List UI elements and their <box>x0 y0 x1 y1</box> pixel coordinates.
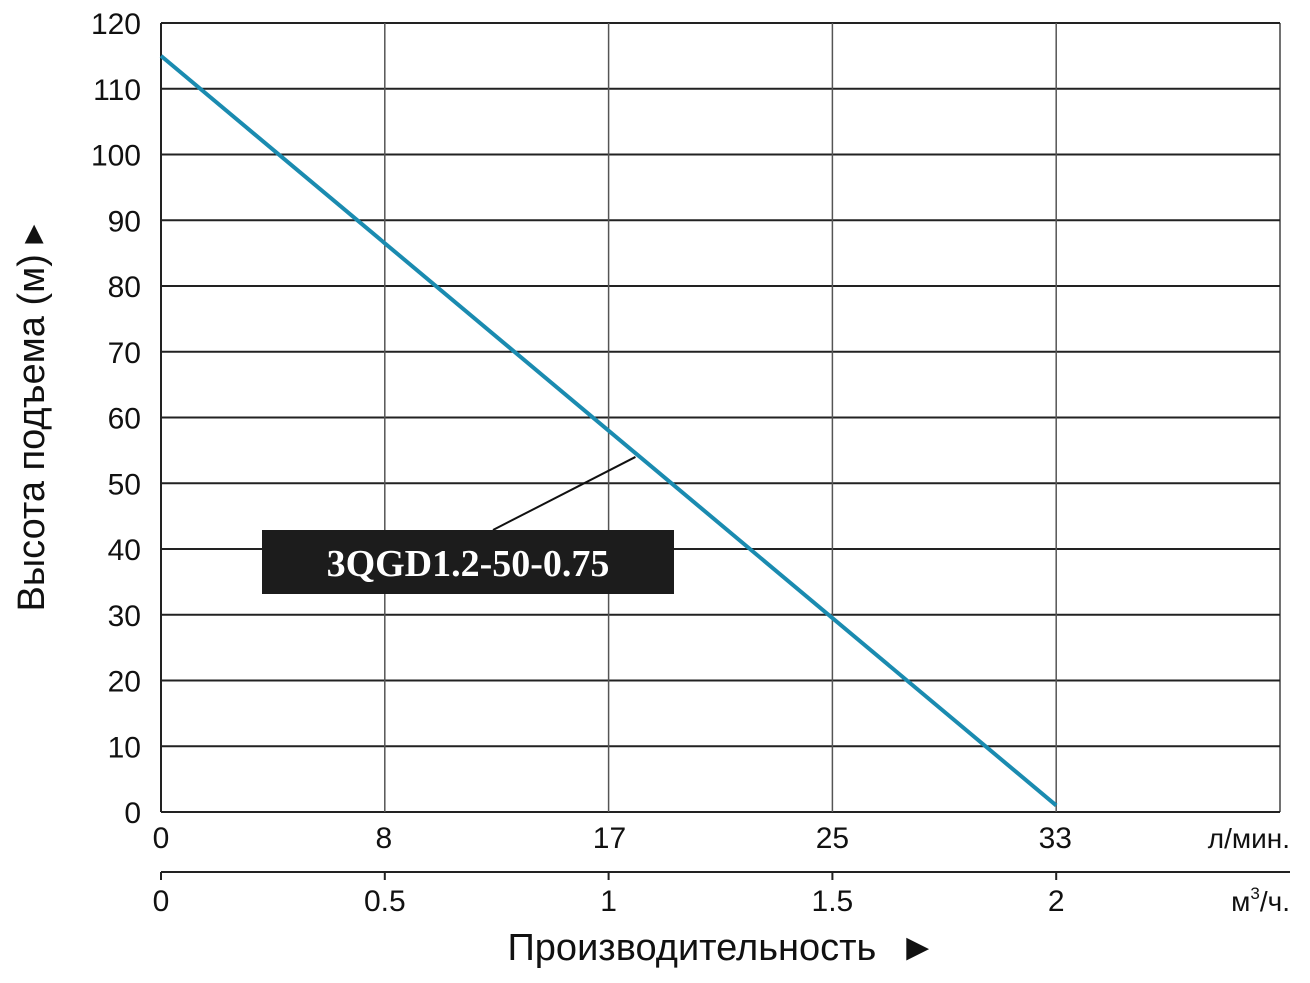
y-tick-label: 40 <box>108 534 141 567</box>
unit-m3h-sup: 3 <box>1250 884 1259 903</box>
y-tick-label: 80 <box>108 271 141 304</box>
y-tick-label: 20 <box>108 666 141 699</box>
x-axis-unit-lmin: л/мин. <box>1208 823 1290 854</box>
unit-m3h-base: м <box>1231 886 1250 917</box>
x-tick-label-lmin: 8 <box>376 822 393 855</box>
grid <box>160 22 1281 813</box>
y-tick-label: 60 <box>108 403 141 436</box>
y-tick-label: 100 <box>91 140 141 173</box>
y-tick-label: 110 <box>93 74 141 107</box>
y-axis-title-arrow: ▸ <box>11 224 53 243</box>
x-tick-label-m3h: 0.5 <box>364 885 406 918</box>
x-tick-label-m3h: 1 <box>600 885 617 918</box>
x-axis-unit-m3h: м3/ч. <box>1231 884 1290 917</box>
y-tick-labels: 0 10 20 30 40 50 60 70 80 90 100 110 120 <box>91 8 141 830</box>
y-tick-label: 90 <box>108 205 141 238</box>
y-axis-title: Высота подъема (м) ▸ <box>11 224 53 611</box>
series-label-text: 3QGD1.2-50-0.75 <box>327 543 610 585</box>
series-label-box <box>262 530 674 594</box>
y-tick-label: 10 <box>108 731 141 764</box>
y-axis-title-text: Высота подъема (м) <box>11 254 53 611</box>
y-tick-label: 70 <box>108 337 141 370</box>
series-lines <box>159 54 1058 807</box>
x-axis-title: Производительность ► <box>507 927 936 969</box>
x-axes: 0 8 17 25 33 0 0.5 1 1.5 2 <box>153 822 1290 918</box>
series-line <box>159 54 1058 807</box>
x-tick-label-lmin: 0 <box>153 822 170 855</box>
y-tick-label: 50 <box>108 468 141 501</box>
x-tick-label-m3h: 1.5 <box>812 885 854 918</box>
y-tick-label: 0 <box>124 797 141 830</box>
x-tick-label-m3h: 2 <box>1048 885 1065 918</box>
series-label-leader-line <box>492 456 636 531</box>
y-tick-label: 30 <box>108 600 141 633</box>
x-tick-label-lmin: 25 <box>816 822 849 855</box>
unit-m3h-tail: /ч. <box>1260 886 1290 917</box>
x-tick-label-lmin: 17 <box>593 822 626 855</box>
y-tick-label: 120 <box>91 8 141 41</box>
series-label: 3QGD1.2-50-0.75 <box>262 456 674 594</box>
x-tick-label-m3h: 0 <box>153 885 170 918</box>
x-axis-title-text: Производительность <box>507 927 876 969</box>
x-tick-label-lmin: 33 <box>1039 822 1072 855</box>
x-axis-title-arrow: ► <box>899 927 937 969</box>
